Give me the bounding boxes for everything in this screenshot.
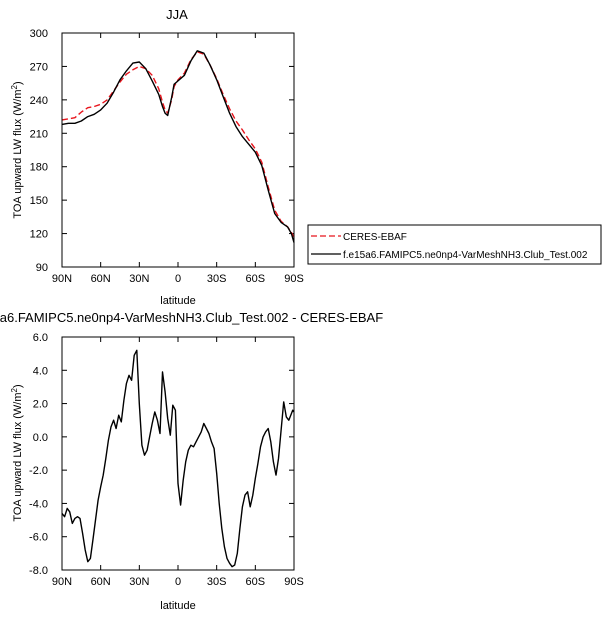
top-panel-y-tick-label-150: 150 [30, 195, 48, 207]
bottom-panel-series-line-1 [61, 349, 295, 568]
bottom-panel-y-tick-label-0-0: 0.0 [33, 432, 48, 444]
bottom-panel-frame [61, 336, 295, 571]
bottom-panel-x-axis-label: latitude [160, 600, 195, 612]
bottom-panel-x-tick-label-0: 0 [175, 576, 181, 588]
top-panel-x-tick-label-60s: 60S [246, 273, 266, 285]
bottom-panel-x-tick-labels: 90N 60N 30N 0 30S 60S 90S [52, 576, 304, 588]
top-panel-y-tick-label-270: 270 [30, 61, 48, 73]
bottom-panel-y-tick-label-8-0: -8.0 [29, 565, 48, 577]
top-panel-y-tick-label-120: 120 [30, 229, 48, 241]
top-panel-x-tick-labels: 90N 60N 30N 0 30S 60S 90S [52, 273, 304, 285]
bottom-panel-y-tick-label-6-0: -6.0 [29, 532, 48, 544]
bottom-panel-x-tick-label-30s: 30S [207, 576, 227, 588]
top-panel-y-tick-label-90: 90 [36, 262, 48, 274]
bottom-panel-y-tick-label-4-0: -4.0 [29, 498, 48, 510]
top-panel-x-tick-label-90n: 90N [52, 273, 72, 285]
top-panel-x-tick-label-0: 0 [175, 273, 181, 285]
top-panel-title: JJA [166, 7, 188, 22]
bottom-panel-x-tick-label-90s: 90S [284, 576, 304, 588]
top-panel-series-line-ceres-ebaf [61, 51, 295, 238]
top-panel-y-tick-label-210: 210 [30, 128, 48, 140]
bottom-panel-y-tick-label-4-0: 4.0 [33, 365, 48, 377]
top-panel-frame [61, 32, 295, 268]
legend-box [307, 224, 602, 265]
top-panel-series [61, 50, 295, 243]
top-panel-ticks [61, 32, 295, 268]
bottom-panel-x-tick-label-60s: 60S [246, 576, 266, 588]
top-panel-x-tick-label-90s: 90S [284, 273, 304, 285]
bottom-panel-series [61, 349, 295, 568]
bottom-panel-title: f.e15a6.FAMIPC5.ne0np4-VarMeshNH3.Club_T… [0, 310, 383, 325]
top-panel: JJA 90N 60N 30N 0 30S 60S 90S 90 120 150 180 210 24… [10, 7, 304, 307]
bottom-panel-x-tick-label-60n: 60N [91, 576, 111, 588]
bottom-panel-x-tick-label-30n: 30N [129, 576, 149, 588]
legend-label-ceres: CERES-EBAF [343, 232, 407, 243]
top-panel-y-tick-label-180: 180 [30, 162, 48, 174]
top-panel-y-tick-label-240: 240 [30, 95, 48, 107]
bottom-panel-y-tick-labels: -8.0 -6.0 -4.0 -2.0 0.0 2.0 4.0 6.0 [29, 332, 48, 577]
top-panel-x-tick-label-30s: 30S [207, 273, 227, 285]
bottom-panel-y-tick-label-6-0: 6.0 [33, 332, 48, 344]
bottom-panel-x-tick-label-90n: 90N [52, 576, 72, 588]
legend: CERES-EBAF f.e15a6.FAMIPC5.ne0np4-VarMes… [307, 224, 602, 265]
bottom-panel-y-tick-label-2-0: 2.0 [33, 399, 48, 411]
top-panel-x-tick-label-30n: 30N [129, 273, 149, 285]
legend-label-model: f.e15a6.FAMIPC5.ne0np4-VarMeshNH3.Club_T… [343, 250, 588, 261]
top-panel-y-axis-label: TOA upward LW flux (W/m2) [10, 81, 24, 218]
bottom-panel: f.e15a6.FAMIPC5.ne0np4-VarMeshNH3.Club_T… [0, 310, 383, 612]
bottom-panel-y-axis-label: TOA upward LW flux (W/m2) [10, 384, 24, 521]
top-panel-series-line-f-e15a6-famipc5-ne0np4-varmeshnh3-club-test-002 [61, 50, 295, 243]
top-panel-x-tick-label-60n: 60N [91, 273, 111, 285]
top-panel-x-axis-label: latitude [160, 295, 195, 307]
bottom-panel-y-tick-label-2-0: -2.0 [29, 465, 48, 477]
top-panel-y-tick-labels: 90 120 150 180 210 240 270 300 [30, 28, 48, 274]
top-panel-y-tick-label-300: 300 [30, 28, 48, 40]
